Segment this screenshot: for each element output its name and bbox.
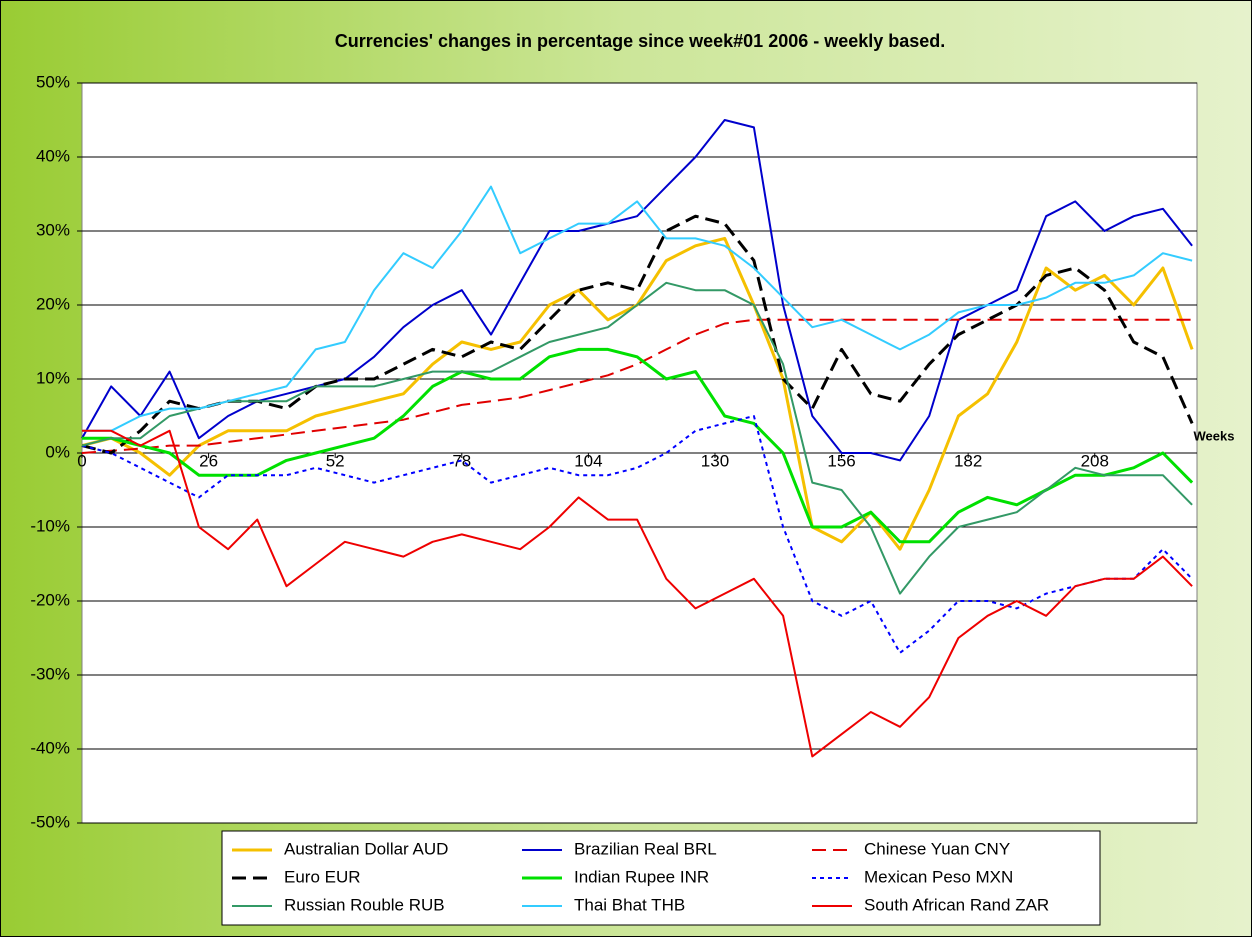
x-tick-label: 208 bbox=[1081, 451, 1109, 470]
y-tick-label: 50% bbox=[36, 72, 70, 91]
y-tick-label: 20% bbox=[36, 294, 70, 313]
y-tick-label: -20% bbox=[30, 590, 70, 609]
legend-label: Thai Bhat THB bbox=[574, 895, 685, 914]
y-tick-label: 10% bbox=[36, 368, 70, 387]
series-line bbox=[82, 429, 1193, 758]
legend-label: Brazilian Real BRL bbox=[574, 839, 717, 858]
x-tick-label: 104 bbox=[574, 451, 602, 470]
x-tick-label: 130 bbox=[701, 451, 729, 470]
series-line bbox=[82, 347, 1194, 544]
series-line bbox=[81, 281, 1193, 595]
legend-label: Euro EUR bbox=[284, 867, 361, 886]
legend-label: Indian Rupee INR bbox=[574, 867, 709, 886]
y-tick-label: -40% bbox=[30, 738, 70, 757]
series-line bbox=[82, 185, 1193, 432]
y-tick-label: -30% bbox=[30, 664, 70, 683]
legend-label: Russian Rouble RUB bbox=[284, 895, 445, 914]
x-tick-label: 52 bbox=[326, 451, 345, 470]
series-line bbox=[81, 119, 1193, 462]
legend-label: Chinese Yuan CNY bbox=[864, 839, 1010, 858]
y-tick-label: 30% bbox=[36, 220, 70, 239]
x-tick-label: 78 bbox=[452, 451, 471, 470]
legend-label: Mexican Peso MXN bbox=[864, 867, 1013, 886]
chart-title: Currencies' changes in percentage since … bbox=[335, 31, 946, 51]
y-tick-label: 40% bbox=[36, 146, 70, 165]
y-tick-label: -50% bbox=[30, 812, 70, 831]
x-tick-label: 0 bbox=[77, 451, 86, 470]
legend bbox=[221, 830, 1101, 926]
x-tick-label: 156 bbox=[827, 451, 855, 470]
legend-label: South African Rand ZAR bbox=[864, 895, 1049, 914]
legend-label: Australian Dollar AUD bbox=[284, 839, 448, 858]
x-tick-label: 182 bbox=[954, 451, 982, 470]
y-tick-label: -10% bbox=[30, 516, 70, 535]
x-axis-label: Weeks bbox=[1194, 428, 1235, 443]
y-tick-label: 0% bbox=[45, 442, 70, 461]
x-tick-label: 26 bbox=[199, 451, 218, 470]
